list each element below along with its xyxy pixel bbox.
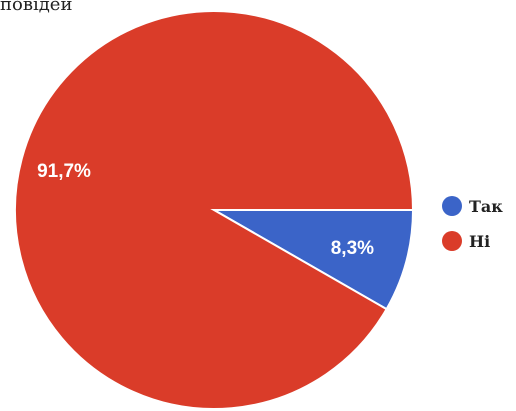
pie-slice-ni	[14, 10, 415, 410]
legend: Так Ні	[442, 196, 503, 266]
pie-label-ni: 91,7%	[37, 161, 91, 182]
legend-item-tak[interactable]: Так	[442, 196, 503, 216]
pie-label-tak: 8,3%	[331, 238, 374, 259]
chart-title-fragment: повідей	[0, 0, 73, 15]
legend-label-tak: Так	[469, 196, 503, 216]
legend-item-ni[interactable]: Ні	[442, 231, 503, 251]
legend-label-ni: Ні	[469, 231, 491, 251]
pie-slice-tak	[210, 209, 415, 311]
legend-swatch-ni-icon	[442, 231, 462, 251]
legend-swatch-tak-icon	[442, 196, 462, 216]
